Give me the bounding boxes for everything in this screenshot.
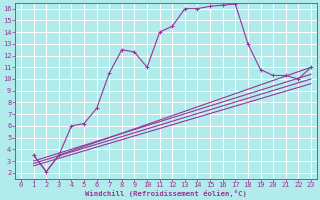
X-axis label: Windchill (Refroidissement éolien,°C): Windchill (Refroidissement éolien,°C) xyxy=(85,190,247,197)
